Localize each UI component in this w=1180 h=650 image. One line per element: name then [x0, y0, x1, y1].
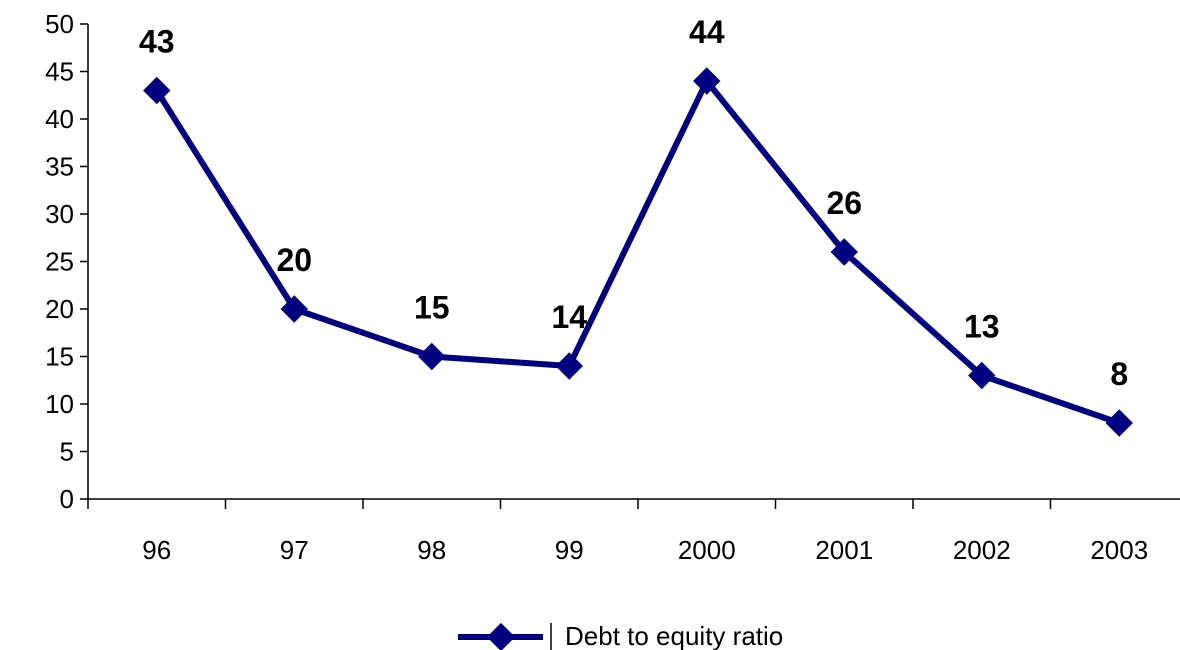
data-label: 15: [414, 290, 450, 326]
y-tick-label: 40: [45, 104, 74, 134]
legend: Debt to equity ratio: [458, 621, 783, 650]
data-point-marker: [830, 238, 858, 266]
y-tick-label: 5: [60, 437, 74, 467]
legend-series-name: Debt to equity ratio: [565, 621, 783, 650]
data-label: 44: [689, 14, 725, 50]
data-point-marker: [555, 352, 583, 380]
y-tick-label: 25: [45, 247, 74, 277]
data-label: 20: [276, 242, 312, 278]
y-tick-label: 20: [45, 294, 74, 324]
x-tick-label: 2003: [1090, 535, 1148, 565]
y-tick-label: 50: [45, 9, 74, 39]
legend-marker-swatch: [486, 622, 516, 650]
x-tick-label: 99: [555, 535, 584, 565]
x-tick-label: 2002: [953, 535, 1011, 565]
axes: 0 5 10 15 20 25 30 35 40 45 50 96 97 98 99 2000 2001 2002…: [45, 9, 1180, 565]
data-point-marker: [418, 342, 446, 371]
y-tick-label: 45: [45, 57, 74, 87]
y-tick-label: 35: [45, 152, 74, 182]
data-labels: 43 20 15 14 44 26 13 8: [139, 14, 1128, 392]
data-point-marker: [693, 67, 721, 95]
x-tick-label: 97: [280, 535, 309, 565]
x-tick-label: 98: [417, 535, 446, 565]
series-line: [153, 78, 1123, 426]
y-tick-label: 30: [45, 199, 74, 229]
data-label: 13: [964, 309, 1000, 345]
data-point-marker: [280, 295, 308, 323]
data-point-marker: [968, 361, 996, 390]
data-point-marker: [143, 76, 171, 105]
data-label: 14: [551, 299, 587, 335]
data-label: 8: [1110, 356, 1128, 392]
y-tick-label: 0: [60, 484, 74, 514]
y-tick-label: 15: [45, 342, 74, 372]
y-tick-label: 10: [45, 389, 74, 419]
series-layer: [143, 67, 1133, 437]
data-label: 43: [139, 24, 175, 60]
data-label: 26: [826, 185, 862, 221]
data-point-marker: [1105, 409, 1133, 437]
x-tick-label: 96: [142, 535, 171, 565]
x-tick-label: 2001: [815, 535, 873, 565]
x-tick-label: 2000: [678, 535, 736, 565]
